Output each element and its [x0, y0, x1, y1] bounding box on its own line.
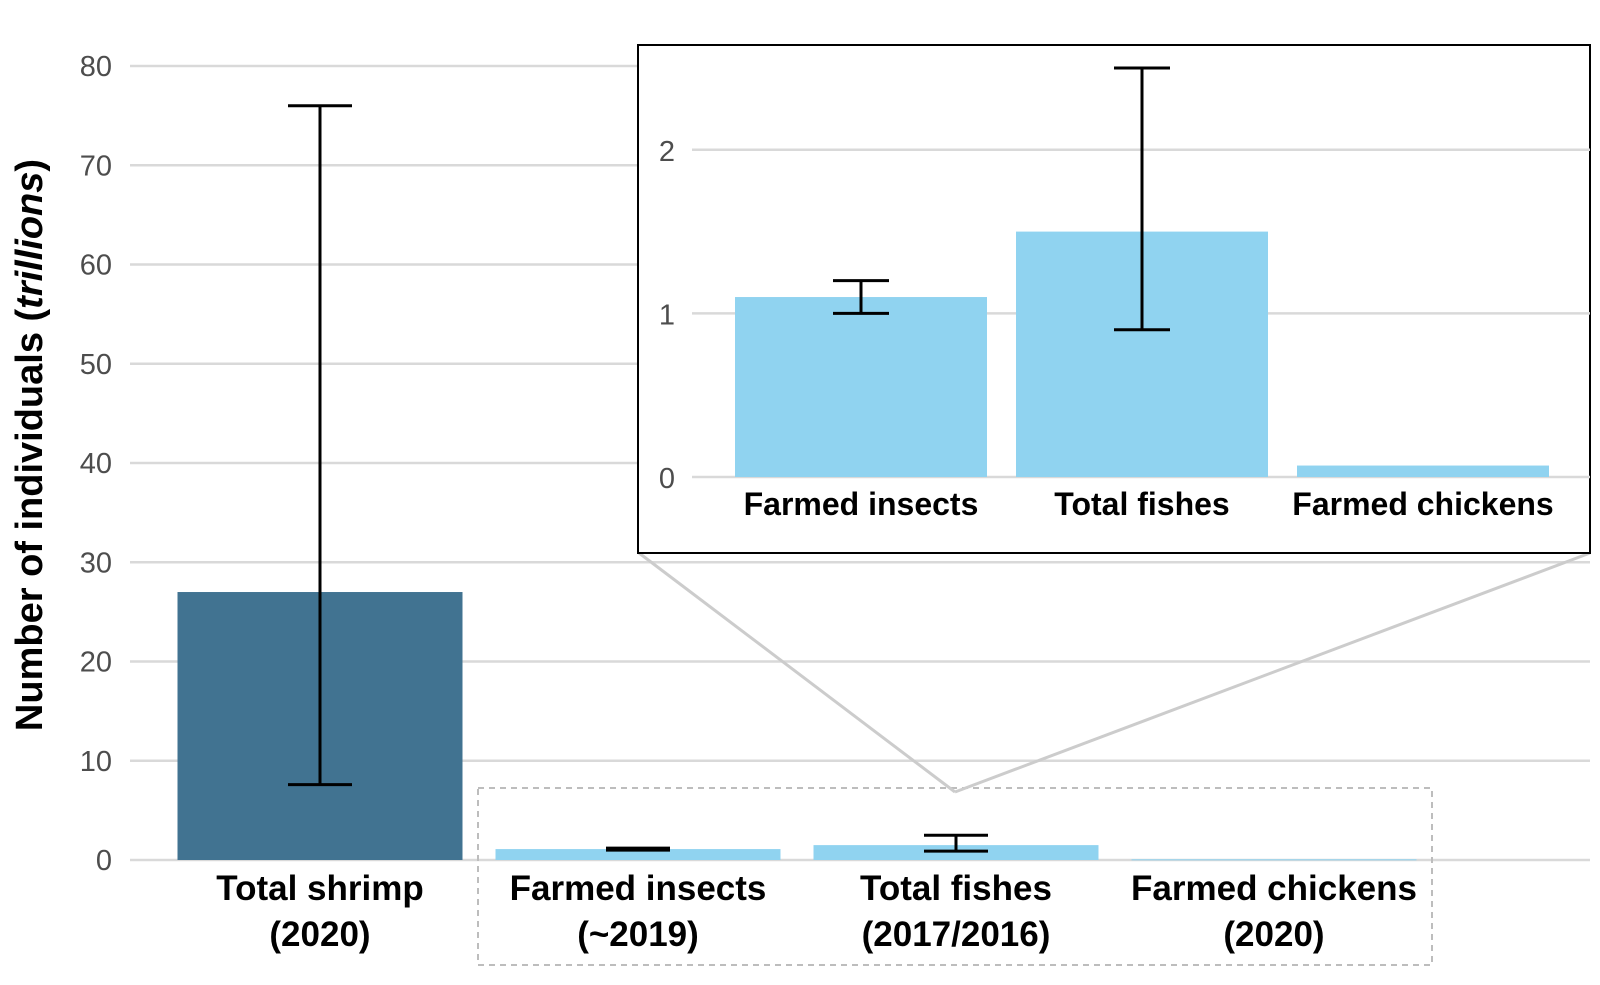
main-category-labels: Total shrimp (2020) Farmed insects (~2019) T… [216, 869, 1417, 954]
inset-category-labels: Farmed insects Total fishes Farmed chicken… [744, 486, 1554, 522]
main-y-tick-label: 40 [80, 448, 112, 480]
inset-error-bars [833, 66, 1170, 332]
main-y-tick-labels: 0 10 20 30 40 50 60 70 80 [80, 51, 112, 877]
inset-error-bar-farmed-insects [833, 279, 889, 315]
main-y-tick-label: 50 [80, 349, 112, 381]
zoom-region-box [477, 787, 1433, 966]
error-bar-total-shrimp [288, 104, 352, 787]
inset-panel: 0 1 2 Farmed insects Total fishes Farmed chi… [637, 44, 1591, 554]
inset-y-tick-labels: 0 1 2 [659, 136, 675, 495]
inset-bar-farmed-chickens [1297, 465, 1549, 477]
zoom-connector-left [638, 551, 956, 794]
error-bar-farmed-insects [606, 846, 670, 852]
inset-y-tick-label: 2 [659, 136, 675, 168]
main-error-bars [288, 104, 988, 853]
category-label-total-fishes: Total fishes (2017/2016) [860, 869, 1052, 954]
inset-bar-farmed-insects [735, 297, 987, 477]
inset-error-bar-total-fishes [1114, 66, 1170, 332]
error-bar-total-fishes [924, 833, 988, 853]
category-label-total-shrimp: Total shrimp (2020) [216, 869, 423, 954]
inset-y-tick-label: 0 [659, 463, 675, 495]
inset-y-tick-label: 1 [659, 299, 675, 331]
main-y-tick-label: 70 [80, 150, 112, 182]
main-y-tick-label: 60 [80, 250, 112, 282]
category-label-farmed-chickens: Farmed chickens (2020) [1131, 869, 1417, 954]
category-label-farmed-insects: Farmed insects (~2019) [510, 869, 767, 954]
bar-farmed-chickens [1131, 859, 1417, 861]
zoom-connector-right [954, 551, 1591, 794]
bar-farmed-insects [495, 849, 781, 860]
y-axis-label: Number of individuals (trillions) [9, 159, 51, 731]
inset-bars [735, 231, 1549, 477]
inset-category-label-farmed-chickens: Farmed chickens [1292, 486, 1553, 522]
main-y-tick-label: 10 [80, 746, 112, 778]
inset-category-label-total-fishes: Total fishes [1054, 486, 1229, 522]
main-y-tick-label: 20 [80, 647, 112, 679]
main-y-tick-label: 80 [80, 51, 112, 83]
inset-category-label-farmed-insects: Farmed insects [744, 486, 979, 522]
main-y-tick-label: 0 [96, 845, 112, 877]
main-y-tick-label: 30 [80, 547, 112, 579]
